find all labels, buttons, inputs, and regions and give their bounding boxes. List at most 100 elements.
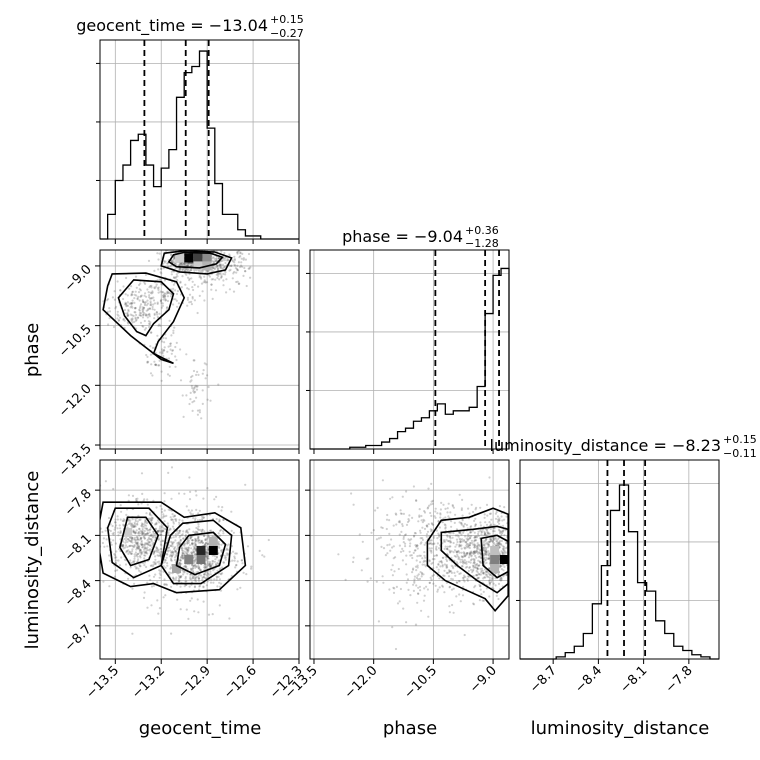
sample-point [196, 370, 199, 373]
sample-point [217, 542, 220, 545]
sample-point [185, 394, 188, 397]
sample-point [479, 521, 482, 524]
sample-point [523, 559, 525, 561]
sample-point [139, 295, 142, 298]
sample-point [443, 547, 446, 551]
sample-point [218, 581, 221, 584]
sample-point [154, 555, 157, 558]
sample-point [425, 585, 428, 588]
sample-point [163, 492, 166, 495]
sample-point [160, 551, 163, 554]
sample-point [218, 529, 222, 532]
sample-point [448, 586, 451, 589]
geocent-time-xtick-label: −13.2 [129, 663, 168, 702]
sample-point [185, 353, 188, 356]
sample-point [174, 247, 176, 249]
sample-point [437, 520, 440, 523]
sample-point [445, 547, 449, 550]
sample-point [358, 533, 361, 536]
sample-point [174, 549, 177, 553]
sample-point [145, 532, 148, 536]
sample-point [176, 245, 178, 247]
sample-point [211, 297, 214, 300]
sample-point [164, 594, 167, 597]
sample-point [150, 517, 153, 520]
sample-point [111, 296, 114, 299]
sample-point [485, 587, 488, 590]
sample-point [114, 521, 117, 524]
sample-point [523, 602, 525, 604]
sample-point [138, 314, 141, 317]
density-cell [196, 554, 206, 565]
sample-point [474, 550, 477, 553]
sample-point [140, 312, 143, 315]
sample-point [197, 575, 200, 578]
sample-point [513, 540, 515, 542]
sample-point [174, 262, 177, 265]
sample-point [194, 490, 197, 493]
sample-point [487, 542, 490, 546]
sample-point [148, 549, 151, 552]
sample-point [470, 558, 473, 561]
luminosity-distance-xtick-label: −7.8 [663, 663, 696, 696]
sample-point [129, 306, 132, 309]
sample-point [199, 246, 201, 248]
sample-point [516, 575, 518, 577]
sample-point [444, 527, 447, 530]
sample-point [160, 267, 163, 270]
sample-point [405, 621, 408, 624]
sample-point [488, 512, 491, 516]
sample-point [498, 529, 501, 532]
sample-point [170, 585, 173, 588]
sample-point [134, 551, 137, 554]
sample-point [535, 561, 537, 563]
sample-point [488, 576, 491, 579]
sample-point [191, 539, 194, 542]
sample-point [198, 509, 201, 512]
sample-point [182, 267, 185, 270]
sample-point [137, 558, 140, 561]
sample-point [193, 531, 196, 535]
sample-point [212, 256, 215, 259]
sample-point [420, 514, 423, 518]
sample-point [129, 302, 132, 305]
sample-point [415, 545, 418, 548]
sample-point [401, 523, 404, 526]
sample-point [167, 546, 170, 549]
sample-point [235, 552, 238, 555]
sample-point [124, 541, 127, 544]
sample-point [143, 529, 146, 533]
sample-point [129, 552, 132, 555]
sample-point [174, 355, 177, 358]
sample-point [186, 296, 189, 299]
sample-point [367, 557, 370, 560]
sample-point [186, 530, 189, 533]
sample-point [143, 557, 146, 560]
sample-point [114, 542, 117, 545]
sample-point [137, 545, 140, 549]
sample-point [487, 552, 491, 555]
sample-point [144, 527, 147, 530]
sample-point [468, 535, 471, 538]
sample-point [167, 357, 171, 360]
sample-point [221, 259, 224, 262]
sample-point [217, 274, 220, 277]
sample-point [159, 299, 162, 303]
sample-point [491, 576, 494, 580]
sample-point [149, 302, 152, 305]
sample-point [513, 554, 515, 556]
sample-point [501, 524, 505, 528]
sample-point [411, 431, 413, 433]
sample-point [405, 490, 408, 493]
sample-point [498, 566, 501, 569]
sample-point [521, 558, 523, 560]
sample-point [159, 554, 162, 557]
sample-point [470, 554, 473, 557]
sample-point [458, 543, 461, 546]
sample-point [149, 331, 153, 334]
sample-point [206, 557, 209, 560]
sample-point [374, 509, 377, 512]
sample-point [149, 321, 152, 324]
sample-point [394, 556, 397, 559]
sample-point [216, 266, 219, 269]
